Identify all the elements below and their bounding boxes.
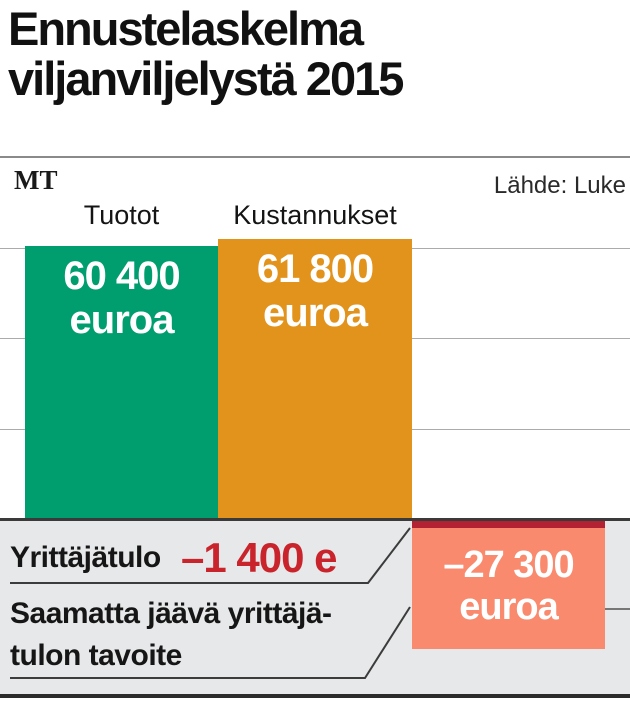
chart-title-line2: viljanviljelystä 2015	[8, 52, 404, 105]
bar-tuotot: 60 400 euroa	[25, 246, 218, 520]
brand-logo: MT	[14, 165, 58, 195]
panel-bottom-border	[0, 694, 630, 698]
chart-title-line1: Ennustelaskelma	[8, 2, 364, 55]
annotation-target-line2: tulon tavoite	[10, 639, 182, 672]
bar-deficit: –27 300 euroa	[412, 528, 605, 649]
annotation-yrittajatulo-label: Yrittäjätulo	[10, 541, 161, 574]
zero-baseline	[0, 518, 630, 521]
bar-deficit-amount: –27 300	[443, 544, 574, 586]
bar-deficit-cap	[412, 521, 605, 528]
column-label-kustannukset: Kustannukset	[233, 200, 397, 230]
bar-kustannukset: 61 800 euroa	[218, 239, 412, 520]
source-credit: Lähde: Luke	[493, 172, 626, 199]
bar-kustannukset-amount: 61 800	[256, 247, 374, 291]
annotation-target-line1: Saamatta jäävä yrittäjä-	[10, 597, 332, 630]
bar-tuotot-unit: euroa	[69, 298, 175, 342]
bar-kustannukset-value: 61 800 euroa	[256, 247, 374, 520]
annotation-yrittajatulo-value: –1 400 e	[181, 534, 337, 581]
bar-kustannukset-unit: euroa	[263, 291, 368, 335]
gridline-minus20000	[603, 608, 630, 610]
chart-title: Ennustelaskelma viljanviljelystä 2015	[8, 2, 404, 105]
bar-tuotot-amount: 60 400	[63, 254, 180, 298]
bar-deficit-value: –27 300 euroa	[443, 544, 574, 649]
bar-tuotot-value: 60 400 euroa	[63, 254, 180, 520]
header-divider	[0, 156, 630, 158]
column-label-tuotot: Tuotot	[83, 200, 160, 230]
bar-deficit-unit: euroa	[459, 586, 558, 628]
